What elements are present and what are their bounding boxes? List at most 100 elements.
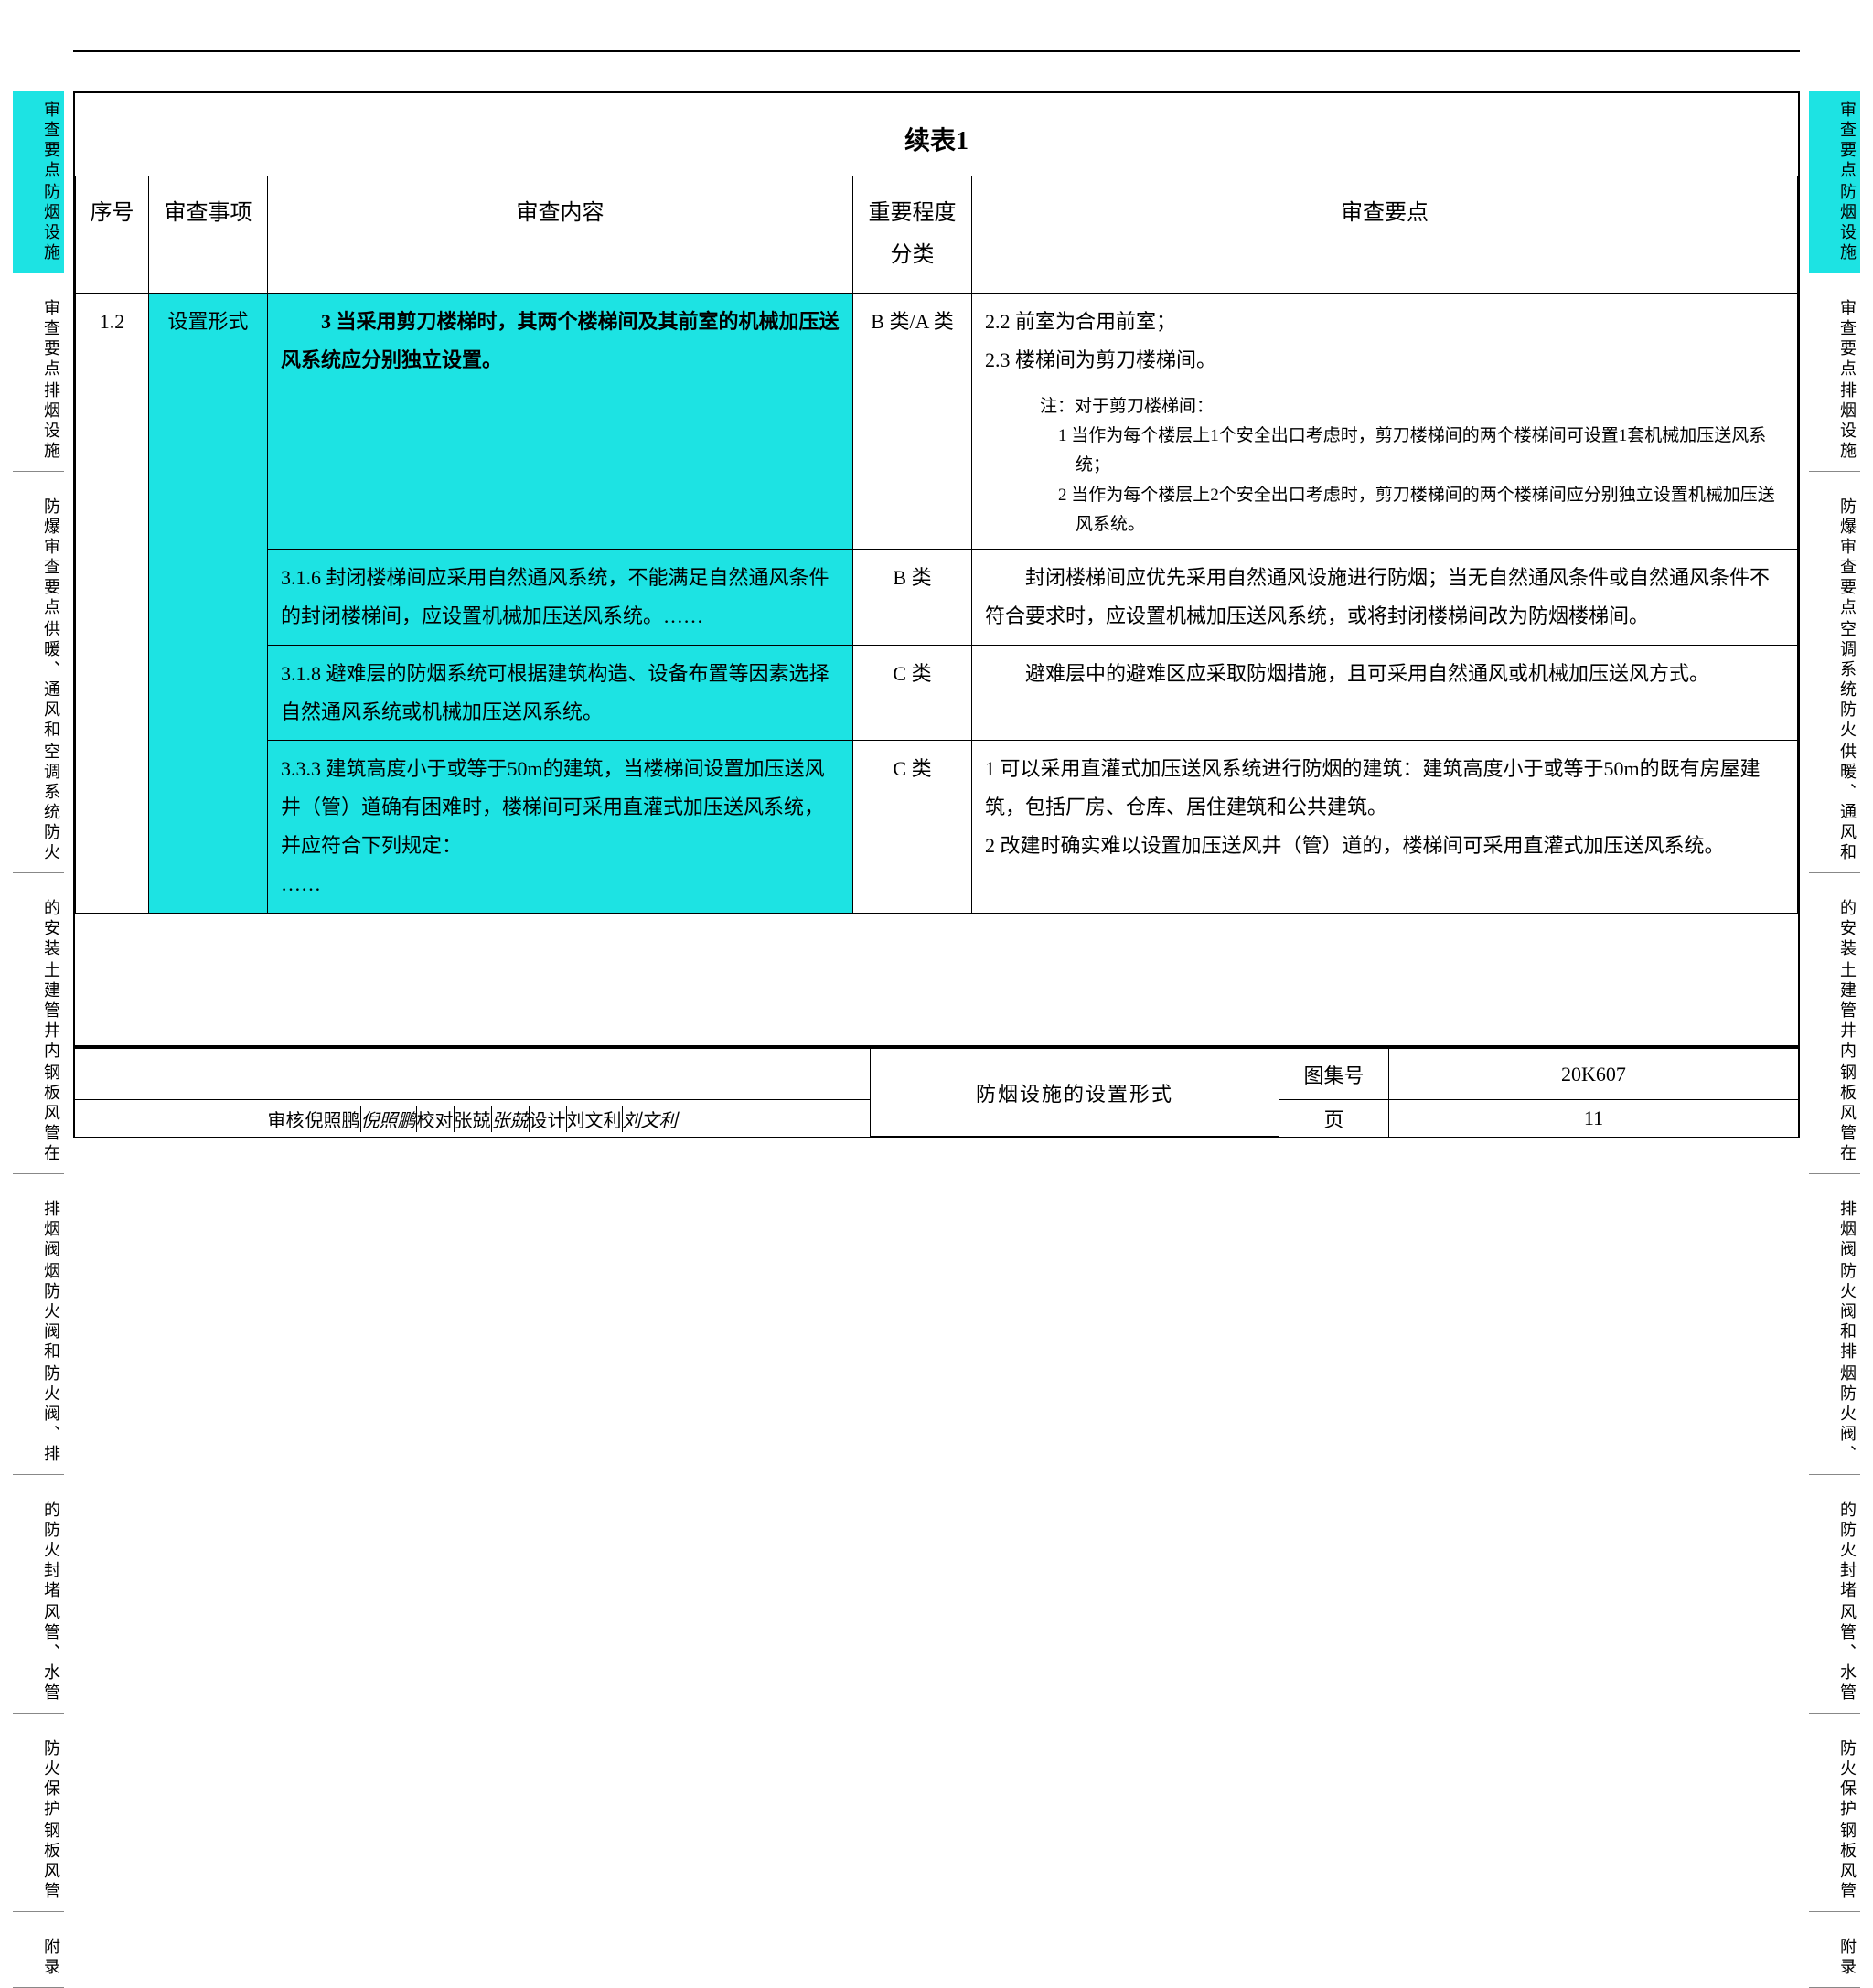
- cell-class: B 类: [853, 550, 972, 646]
- side-tab[interactable]: 的防火封堵风管、水管: [1809, 1491, 1860, 1714]
- table-row: 3.1.8 避难层的防烟系统可根据建筑构造、设备布置等因素选择自然通风系统或机械…: [76, 645, 1798, 741]
- side-tab[interactable]: 审查要点排烟设施: [1809, 290, 1860, 472]
- review-table: 序号 审查事项 审查内容 重要程度分类 审查要点 1.2 设置形式 3 当采用剪…: [75, 176, 1798, 914]
- side-tab-label: 防爆审查要点: [1813, 497, 1857, 618]
- side-tab[interactable]: 审查要点排烟设施: [13, 290, 64, 472]
- side-tab-label: 防烟设施: [16, 183, 60, 263]
- drawing-title: 防烟设施的设置形式: [871, 1049, 1279, 1137]
- drawing-sheet: 续表1 序号 审查事项 审查内容 重要程度分类 审查要点 1.2 设置形式 3 …: [73, 91, 1800, 1047]
- side-tab-label: 钢板风管在: [1813, 1063, 1857, 1164]
- table-header-row: 序号 审查事项 审查内容 重要程度分类 审查要点: [76, 176, 1798, 294]
- side-tab[interactable]: 审查要点防烟设施: [1809, 91, 1860, 273]
- sig-check-name: 张兢: [455, 1106, 492, 1132]
- cell-points: 避难层中的避难区应采取防烟措施，且可采用自然通风或机械加压送风方式。: [972, 645, 1798, 741]
- table-row: 3.1.6 封闭楼梯间应采用自然通风系统，不能满足自然通风条件的封闭楼梯间，应设…: [76, 550, 1798, 646]
- side-tab-label: 钢板风管: [16, 1822, 60, 1902]
- side-tab-label: 防火阀、排: [16, 1364, 60, 1465]
- side-tab-label: 的防火封堵: [16, 1501, 60, 1601]
- header-content: 审查内容: [268, 176, 853, 294]
- side-tab-label: 附录: [1813, 1938, 1857, 1978]
- side-tab[interactable]: 的防火封堵风管、水管: [13, 1491, 64, 1714]
- page-label: 页: [1279, 1100, 1389, 1137]
- points-line: 1 可以采用直灌式加压送风系统进行防烟的建筑：建筑高度小于或等于50m的既有房屋…: [985, 750, 1784, 827]
- side-tab[interactable]: 附录: [1809, 1929, 1860, 1988]
- cell-content: 3.3.3 建筑高度小于或等于50m的建筑，当楼梯间设置加压送风井（管）道确有困…: [268, 741, 853, 913]
- side-tab-label: 风管、水管: [16, 1603, 60, 1704]
- cell-class: C 类: [853, 645, 972, 741]
- side-tab-label: 排烟阀: [16, 1200, 60, 1260]
- top-rule: [73, 50, 1800, 52]
- side-tab-label: 审查要点: [16, 101, 60, 181]
- side-tab[interactable]: 防火保护钢板风管: [1809, 1730, 1860, 1912]
- side-tabs-right: 审查要点防烟设施审查要点排烟设施防爆审查要点空调系统防火供暖、通风和的安装土建管…: [1809, 91, 1860, 1988]
- side-tab-label: 空调系统防火: [16, 743, 60, 863]
- side-tab-label: 审查要点: [16, 299, 60, 379]
- side-tab-label: 排烟设施: [16, 381, 60, 462]
- cell-content: 3.1.8 避难层的防烟系统可根据建筑构造、设备布置等因素选择自然通风系统或机械…: [268, 645, 853, 741]
- side-tab-label: 的安装: [16, 899, 60, 959]
- side-tab[interactable]: 排烟阀防火阀和排烟防火阀、: [1809, 1191, 1860, 1475]
- side-tab-label: 供暖、通风和: [16, 620, 60, 741]
- side-tab-label: 钢板风管在: [16, 1063, 60, 1164]
- cell-content: 3.1.6 封闭楼梯间应采用自然通风系统，不能满足自然通风条件的封闭楼梯间，应设…: [268, 550, 853, 646]
- side-tab[interactable]: 附录: [13, 1929, 64, 1988]
- table-row: 1.2 设置形式 3 当采用剪刀楼梯时，其两个楼梯间及其前室的机械加压送风系统应…: [76, 294, 1798, 550]
- side-tab[interactable]: 审查要点防烟设施: [13, 91, 64, 273]
- side-tab-label: 防爆审查要点: [16, 497, 60, 618]
- side-tab-label: 土建管井内: [16, 961, 60, 1062]
- cell-points: 封闭楼梯间应优先采用自然通风设施进行防烟；当无自然通风条件或自然通风条件不符合要…: [972, 550, 1798, 646]
- side-tab[interactable]: 排烟阀烟防火阀和防火阀、排: [13, 1191, 64, 1475]
- side-tab-label: 风管、水管: [1813, 1603, 1857, 1704]
- side-tab-label: 供暖、通风和: [1813, 743, 1857, 863]
- table-row: 3.3.3 建筑高度小于或等于50m的建筑，当楼梯间设置加压送风井（管）道确有困…: [76, 741, 1798, 913]
- title-block: 防烟设施的设置形式 图集号 20K607 页 11 审核 倪照鹏 倪照鹏 校对 …: [73, 1047, 1800, 1138]
- cell-points: 2.2 前室为合用前室； 2.3 楼梯间为剪刀楼梯间。 注：对于剪刀楼梯间： 1…: [972, 294, 1798, 550]
- side-tab-label: 排烟阀: [1813, 1200, 1857, 1260]
- side-tab-label: 排烟设施: [1813, 381, 1857, 462]
- header-seq: 序号: [76, 176, 149, 294]
- header-class: 重要程度分类: [853, 176, 972, 294]
- side-tab-label: 空调系统防火: [1813, 620, 1857, 741]
- side-tab-label: 钢板风管: [1813, 1822, 1857, 1902]
- sig-review-signature: 倪照鹏: [361, 1106, 417, 1132]
- side-tab-label: 防火保护: [1813, 1739, 1857, 1820]
- side-tab-label: 烟防火阀和: [16, 1262, 60, 1363]
- sig-review-label: 审核: [268, 1106, 305, 1132]
- points-line: 2.3 楼梯间为剪刀楼梯间。: [985, 341, 1784, 379]
- atlas-label: 图集号: [1279, 1049, 1389, 1100]
- points-line: 2 改建时确实难以设置加压送风井（管）道的，楼梯间可采用直灌式加压送风系统。: [985, 827, 1784, 865]
- note-label: 注：对于剪刀楼梯间：: [1040, 392, 1784, 422]
- sig-design-label: 设计: [530, 1106, 567, 1132]
- side-tab[interactable]: 防火保护钢板风管: [13, 1730, 64, 1912]
- side-tab[interactable]: 的安装土建管井内钢板风管在: [1809, 890, 1860, 1174]
- sig-review-name: 倪照鹏: [305, 1106, 361, 1132]
- points-line: 2.2 前室为合用前室；: [985, 303, 1784, 341]
- side-tab-label: 防火阀和排: [1813, 1262, 1857, 1363]
- side-tab[interactable]: 防爆审查要点空调系统防火供暖、通风和: [1809, 488, 1860, 873]
- sig-design-signature: 刘文利: [623, 1106, 678, 1132]
- side-tab-label: 附录: [16, 1938, 60, 1978]
- cell-item: 设置形式: [149, 294, 268, 913]
- table-title: 续表1: [75, 93, 1798, 176]
- note-item: 1 当作为每个楼层上1个安全出口考虑时，剪刀楼梯间的两个楼梯间可设置1套机械加压…: [1058, 422, 1784, 481]
- side-tab-label: 防火保护: [16, 1739, 60, 1820]
- side-tabs-left: 审查要点防烟设施审查要点排烟设施防爆审查要点供暖、通风和空调系统防火的安装土建管…: [13, 91, 64, 1988]
- cell-content: 3 当采用剪刀楼梯时，其两个楼梯间及其前室的机械加压送风系统应分别独立设置。: [268, 294, 853, 550]
- cell-class: C 类: [853, 741, 972, 913]
- side-tab-label: 土建管井内: [1813, 961, 1857, 1062]
- cell-points: 1 可以采用直灌式加压送风系统进行防烟的建筑：建筑高度小于或等于50m的既有房屋…: [972, 741, 1798, 913]
- cell-class: B 类/A 类: [853, 294, 972, 550]
- side-tab-label: 的防火封堵: [1813, 1501, 1857, 1601]
- side-tab-label: 防烟设施: [1813, 183, 1857, 263]
- side-tab-label: 烟防火阀、: [1813, 1364, 1857, 1465]
- side-tab[interactable]: 的安装土建管井内钢板风管在: [13, 890, 64, 1174]
- side-tab-label: 审查要点: [1813, 101, 1857, 181]
- cell-seq: 1.2: [76, 294, 149, 913]
- header-points: 审查要点: [972, 176, 1798, 294]
- side-tab[interactable]: 防爆审查要点供暖、通风和空调系统防火: [13, 488, 64, 873]
- sig-check-label: 校对: [417, 1106, 455, 1132]
- side-tab-label: 的安装: [1813, 899, 1857, 959]
- header-item: 审查事项: [149, 176, 268, 294]
- sig-design-name: 刘文利: [567, 1106, 623, 1132]
- sig-check-signature: 张兢: [492, 1106, 530, 1132]
